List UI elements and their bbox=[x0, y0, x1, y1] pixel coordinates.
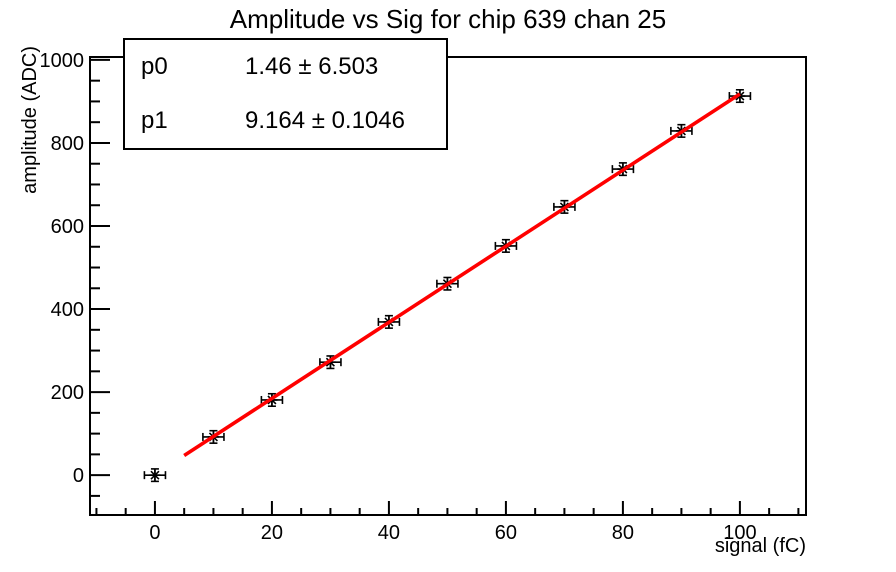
fit-line bbox=[183, 92, 741, 458]
y-tick-label: 200 bbox=[51, 382, 84, 404]
data-marker bbox=[143, 468, 167, 483]
y-tick-label: 800 bbox=[51, 133, 84, 155]
x-tick-label: 80 bbox=[612, 522, 634, 544]
y-tick-label: 400 bbox=[51, 299, 84, 321]
x-tick-label: 20 bbox=[261, 522, 283, 544]
y-tick-label: 0 bbox=[73, 465, 84, 487]
fit-param-name: p0 bbox=[141, 53, 168, 80]
y-tick-label: 1000 bbox=[40, 50, 85, 72]
stats-row-p1: p1 9.164 ± 0.1046 bbox=[125, 94, 446, 148]
y-tick-label: 600 bbox=[51, 216, 84, 238]
fit-param-value: 1.46 ± 6.503 bbox=[245, 53, 379, 80]
chart-title: Amplitude vs Sig for chip 639 chan 25 bbox=[229, 4, 667, 34]
x-tick-label: 60 bbox=[495, 522, 517, 544]
y-axis-title: amplitude (ADC) bbox=[19, 46, 41, 194]
x-tick-label: 0 bbox=[149, 522, 160, 544]
fit-stats-box: p0 1.46 ± 6.503 p1 9.164 ± 0.1046 bbox=[123, 38, 448, 150]
x-tick-label: 40 bbox=[378, 522, 400, 544]
fit-param-name: p1 bbox=[141, 107, 168, 134]
x-tick-label: 100 bbox=[723, 522, 756, 544]
x-axis-title: signal (fC) bbox=[714, 535, 806, 557]
stats-row-p0: p0 1.46 ± 6.503 bbox=[125, 40, 446, 94]
fit-param-value: 9.164 ± 0.1046 bbox=[245, 107, 405, 134]
